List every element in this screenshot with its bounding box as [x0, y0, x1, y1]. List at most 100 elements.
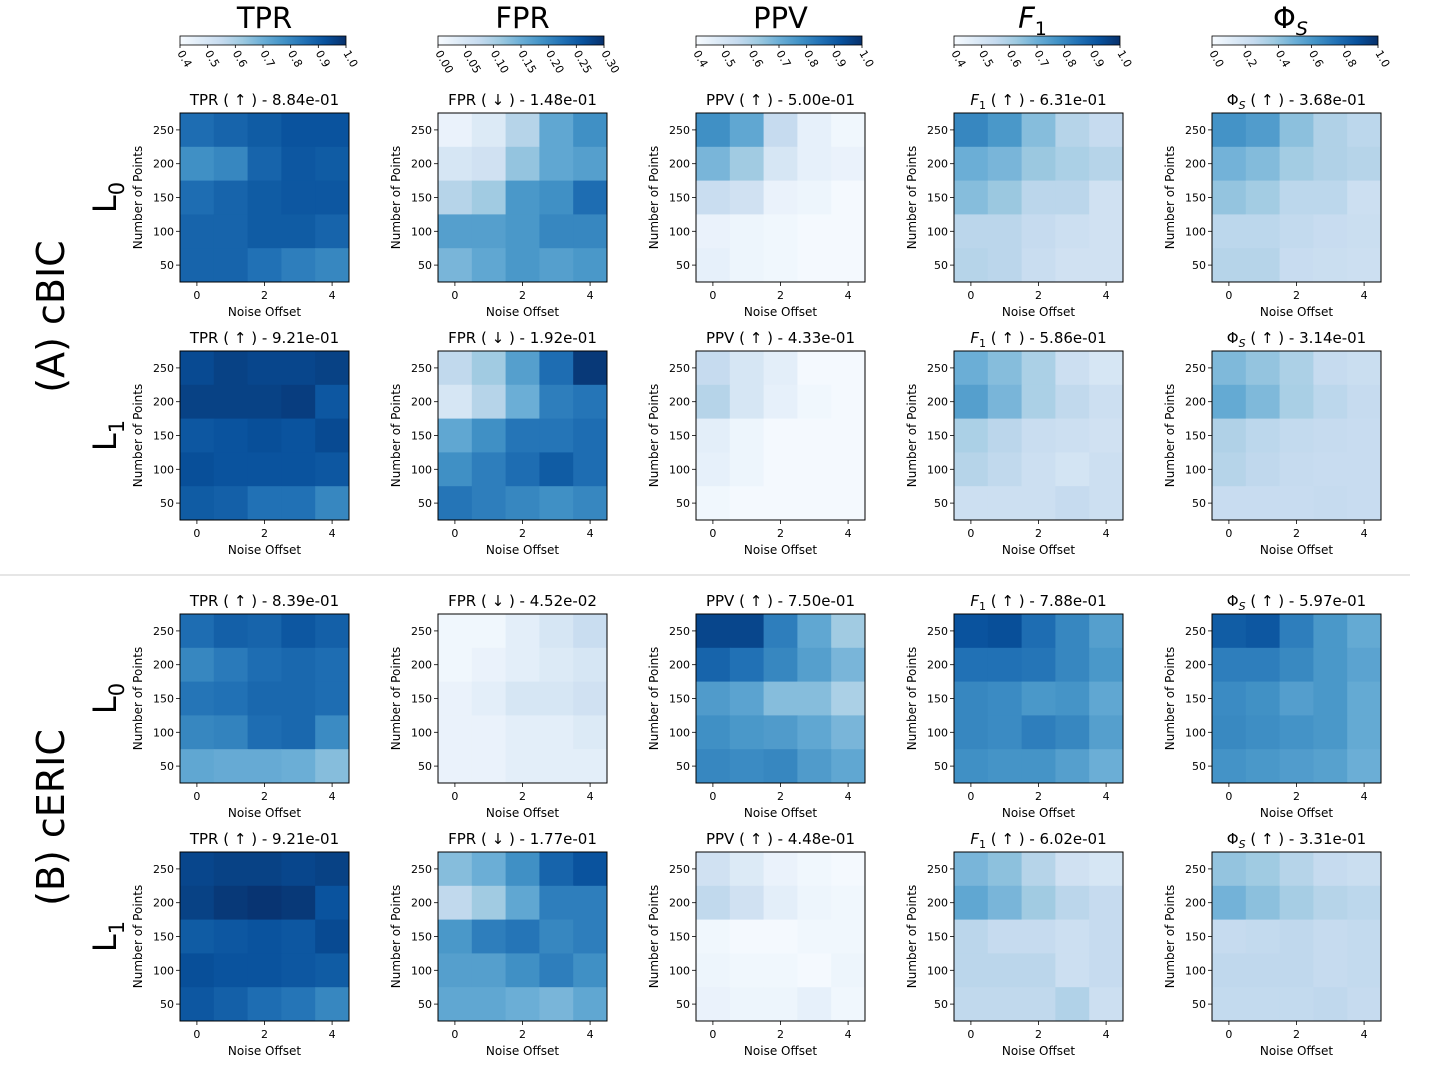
- heatmap-cell: [247, 715, 282, 750]
- x-tick-label: 4: [329, 289, 336, 302]
- heatmap-cell: [180, 146, 215, 182]
- heatmap-cell: [180, 418, 215, 453]
- y-tick-label: 250: [669, 625, 690, 638]
- heatmap-cell: [505, 715, 540, 750]
- column-header-base: PPV: [753, 1, 808, 35]
- heatmap-cell: [573, 647, 608, 683]
- column-header-2: PPV: [753, 1, 808, 35]
- panel-title-direction: ↓: [492, 329, 505, 347]
- panel-title-metric: PPV: [706, 91, 735, 109]
- panel-title-direction: ↑: [750, 830, 763, 848]
- heatmap-cell: [1089, 852, 1124, 887]
- heatmap-cell: [573, 180, 608, 215]
- x-tick-label: 0: [1225, 1028, 1232, 1041]
- heatmap-cell: [797, 214, 832, 249]
- heatmap-cell: [213, 351, 249, 386]
- heatmap-cell: [471, 715, 507, 750]
- heatmap-cell: [180, 486, 215, 521]
- heatmap-cell: [797, 180, 832, 215]
- panel-title-close: ) -: [504, 830, 530, 848]
- heatmap-cell: [315, 384, 350, 420]
- heatmap-cell: [281, 248, 316, 283]
- heatmap-cell: [213, 146, 249, 182]
- y-axis-label: Number of Points: [905, 647, 919, 750]
- heatmap-cell: [281, 647, 316, 683]
- heatmap-cell: [247, 486, 282, 521]
- panel-title-close: ) -: [1014, 592, 1040, 610]
- heatmap-cell: [763, 146, 798, 182]
- heatmap-cell: [438, 384, 473, 420]
- heatmap-cell: [1021, 647, 1056, 683]
- x-tick-label: 2: [261, 527, 268, 540]
- x-tick-label: 4: [587, 790, 594, 803]
- heatmap-cell: [247, 852, 282, 887]
- heatmap-cell: [1089, 351, 1124, 386]
- panel-title-close: ) -: [504, 91, 530, 109]
- heatmap-cell: [1021, 180, 1056, 215]
- heatmap-cell: [505, 486, 540, 521]
- heatmap-cell: [505, 180, 540, 215]
- x-axis-label: Noise Offset: [744, 1044, 817, 1058]
- y-tick-label: 50: [676, 497, 690, 510]
- y-tick-label: 100: [411, 463, 432, 476]
- y-tick-label: 150: [1185, 931, 1206, 944]
- y-axis-label: Number of Points: [1163, 146, 1177, 249]
- heatmap-panel: PPV ( ↑ ) - 4.33e-01 250 200 150 100 50 0 2 4 Noi…: [647, 329, 866, 557]
- heatmap-panel: F1 ( ↑ ) - 7.88e-01 250 200 150 100 50 0 2 4 Nois…: [905, 592, 1124, 820]
- y-tick-label: 250: [927, 863, 948, 876]
- heatmap-cell: [1245, 180, 1281, 215]
- panel-title: PPV ( ↑ ) - 5.00e-01: [706, 91, 855, 109]
- heatmap-cell: [539, 351, 574, 386]
- y-tick-label: 100: [669, 463, 690, 476]
- panel-title-metric: F: [970, 91, 979, 109]
- colorbar-PPV: 0.4 0.5 0.6 0.7 0.8 0.9 1.0: [690, 35, 876, 70]
- heatmap-cell: [1313, 384, 1348, 420]
- heatmap-cell: [539, 749, 574, 784]
- x-tick-label: 2: [1293, 790, 1300, 803]
- heatmap-cell: [213, 647, 249, 683]
- heatmap-cell: [729, 953, 765, 988]
- heatmap-cell: [1055, 953, 1090, 988]
- heatmap-cell: [1313, 214, 1348, 249]
- heatmap-cell: [831, 953, 866, 988]
- heatmap-cell: [1212, 681, 1247, 716]
- panel-title-metric: TPR: [189, 91, 219, 109]
- heatmap-cell: [180, 852, 215, 887]
- heatmap-cell: [797, 452, 832, 487]
- colorbar-gradient: [1211, 35, 1379, 46]
- y-tick-label: 150: [669, 192, 690, 205]
- x-tick-label: 4: [587, 527, 594, 540]
- y-axis-label: Number of Points: [647, 647, 661, 750]
- y-tick-label: 250: [411, 863, 432, 876]
- heatmap-cell: [438, 146, 473, 182]
- heatmap-cell: [505, 681, 540, 716]
- panel-title-close: ) -: [1274, 329, 1300, 347]
- heatmap-cell: [213, 715, 249, 750]
- heatmap-cell: [1245, 749, 1281, 784]
- heatmap-cell: [1245, 214, 1281, 249]
- heatmap-cell: [1021, 987, 1056, 1022]
- heatmap-cell: [954, 486, 989, 521]
- column-header-base: FPR: [495, 1, 549, 35]
- heatmap-cell: [471, 180, 507, 215]
- heatmap-cell: [987, 681, 1023, 716]
- heatmap-cell: [505, 452, 540, 487]
- heatmap-cell: [247, 113, 282, 148]
- panel-title-metric: FPR: [448, 830, 476, 848]
- colorbar-tick-label: 0.9: [313, 48, 333, 70]
- y-axis-label: Number of Points: [131, 384, 145, 487]
- section-label: (A) cBIC: [29, 240, 73, 392]
- heatmap-cell: [797, 885, 832, 921]
- heatmap-cell: [180, 681, 215, 716]
- colorbar-gradient: [953, 35, 1121, 46]
- panel-title-open: (: [218, 329, 233, 347]
- heatmap-cell: [1313, 987, 1348, 1022]
- x-tick-label: 0: [709, 790, 716, 803]
- heatmap-cell: [247, 987, 282, 1022]
- heatmap-cell: [1245, 113, 1281, 148]
- heatmap-cell: [1279, 113, 1314, 148]
- y-tick-label: 200: [153, 659, 174, 672]
- heatmap-cell: [1212, 852, 1247, 887]
- heatmap-cell: [987, 614, 1023, 649]
- heatmap-cell: [281, 749, 316, 784]
